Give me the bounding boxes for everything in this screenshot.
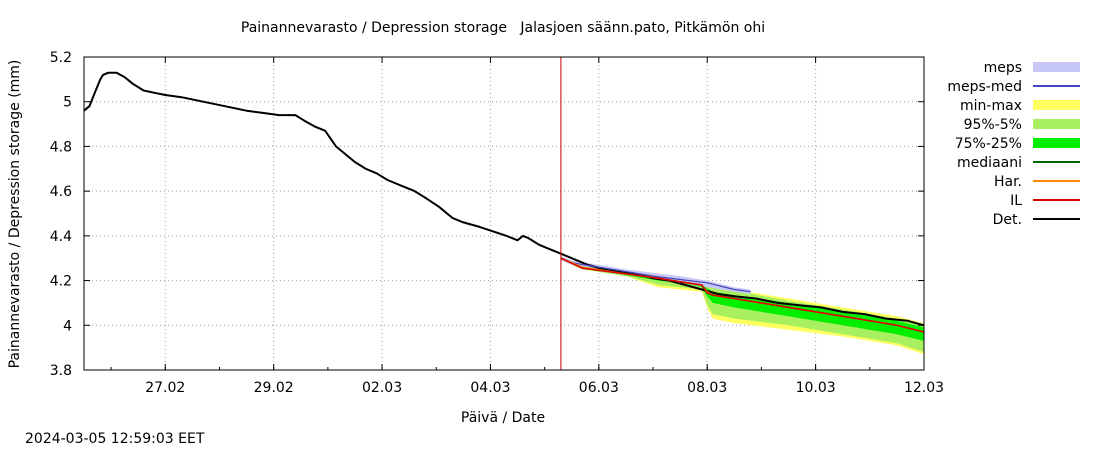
plot-frame bbox=[83, 56, 925, 371]
chart-title: Painannevarasto / Depression storage Jal… bbox=[241, 20, 765, 36]
y-tick-label: 3.8 bbox=[50, 363, 72, 379]
timestamp: 2024-03-05 12:59:03 EET bbox=[25, 431, 205, 447]
y-tick-label: 4.2 bbox=[50, 274, 72, 290]
y-tick-label: 4.4 bbox=[50, 229, 72, 245]
legend-label-har: Har. bbox=[994, 174, 1022, 190]
legend-label-il: IL bbox=[1010, 193, 1022, 209]
legend-label-meps-med: meps-med bbox=[947, 79, 1022, 95]
legend-swatch-75-25 bbox=[1033, 138, 1080, 148]
legend: meps meps-med min-max 95%-5% 75%-25% mediaani… bbox=[947, 60, 1080, 228]
band-meps bbox=[560, 256, 751, 294]
y-tick-label: 4.8 bbox=[50, 139, 72, 155]
y-tick-label: 5 bbox=[63, 95, 72, 111]
y-tick-label: 4 bbox=[63, 318, 72, 334]
series-lines bbox=[83, 57, 925, 370]
legend-label-75-25: 75%-25% bbox=[955, 136, 1022, 152]
line-meps-med bbox=[560, 257, 751, 293]
y-axis-label: Painannevarasto / Depression storage (mm… bbox=[7, 60, 23, 369]
legend-label-95-5: 95%-5% bbox=[964, 117, 1022, 133]
legend-swatch-meps bbox=[1033, 62, 1080, 72]
legend-swatch-95-5 bbox=[1033, 119, 1080, 129]
x-tick-label: 06.03 bbox=[579, 380, 619, 396]
x-tick-label: 10.03 bbox=[796, 380, 836, 396]
x-tick-label: 02.03 bbox=[362, 380, 402, 396]
y-tick-label: 4.6 bbox=[50, 184, 72, 200]
legend-swatch-min-max bbox=[1033, 100, 1080, 110]
x-axis-label: Päivä / Date bbox=[461, 410, 545, 426]
legend-label-mediaani: mediaani bbox=[957, 155, 1022, 171]
line-il bbox=[560, 257, 925, 333]
x-tick-label: 12.03 bbox=[904, 380, 944, 396]
legend-label-meps: meps bbox=[984, 60, 1022, 76]
y-tick-label: 5.2 bbox=[50, 50, 72, 66]
axes: 27.02 29.02 02.03 04.03 06.03 08.03 10.03 12.03… bbox=[50, 50, 944, 396]
legend-label-min-max: min-max bbox=[960, 98, 1022, 114]
x-tick-label: 27.02 bbox=[145, 380, 185, 396]
legend-label-det: Det. bbox=[993, 212, 1022, 228]
x-tick-label: 29.02 bbox=[254, 380, 294, 396]
x-tick-label: 08.03 bbox=[687, 380, 727, 396]
line-det bbox=[83, 71, 925, 327]
x-tick-label: 04.03 bbox=[470, 380, 510, 396]
